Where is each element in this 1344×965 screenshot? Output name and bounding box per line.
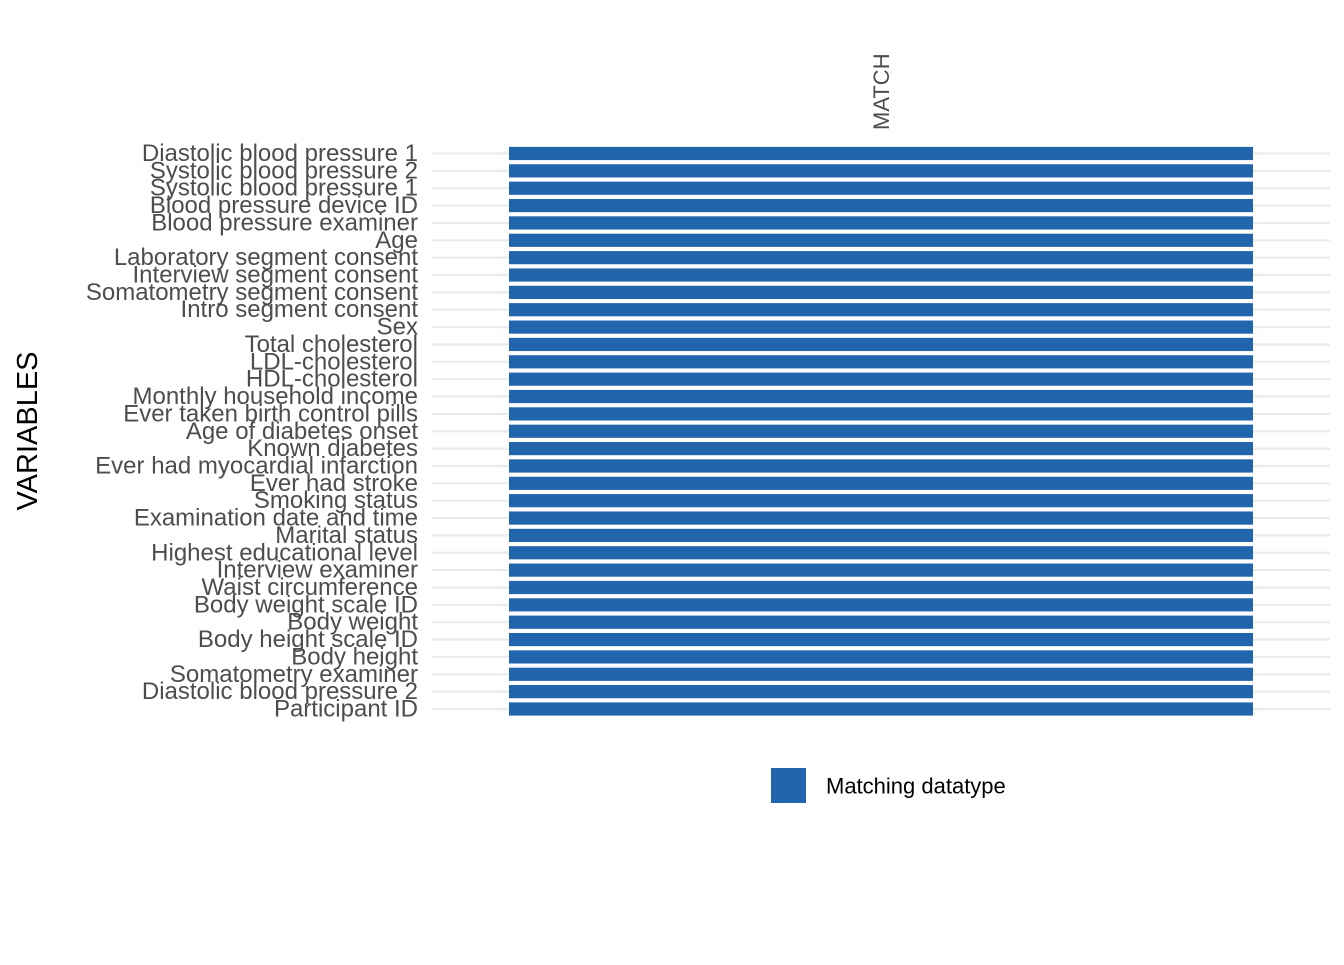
heatmap-tile	[509, 650, 1253, 664]
y-tick-label: Monthly household income	[132, 383, 418, 410]
y-tick-label: Blood pressure examiner	[151, 209, 418, 236]
heatmap-tile	[509, 528, 1253, 543]
y-tick-label: Highest educational level	[151, 539, 418, 566]
y-tick-label: Smoking status	[254, 487, 418, 514]
y-tick-label: Body weight	[287, 609, 418, 636]
heatmap-tile	[509, 303, 1253, 317]
y-tick-label: Examination date and time	[134, 505, 418, 532]
y-tick-label: Diastolic blood pressure 1	[142, 140, 418, 167]
legend-label: Matching datatype	[826, 774, 1006, 799]
heatmap-tile	[509, 285, 1253, 299]
heatmap-tile	[509, 459, 1253, 473]
y-tick-label: Somatometry examiner	[170, 661, 418, 688]
y-tick-label: Blood pressure device ID	[150, 192, 418, 219]
y-tick-label: Ever taken birth control pills	[123, 400, 418, 427]
legend-key	[771, 768, 806, 803]
heatmap-tile	[509, 337, 1253, 352]
heatmap-tile	[509, 424, 1253, 438]
y-tick-label: Diastolic blood pressure 2	[142, 678, 418, 705]
heatmap-tile	[509, 181, 1253, 195]
y-tick-label: Body weight scale ID	[194, 591, 418, 618]
heatmap-tile	[509, 146, 1253, 161]
y-tick-label: Somatometry segment consent	[86, 279, 418, 306]
legend: Matching datatype	[771, 768, 1006, 803]
heatmap-tile	[509, 355, 1253, 369]
tiles	[509, 146, 1253, 716]
y-tick-label: LDL-cholesterol	[250, 348, 418, 375]
heatmap-tile	[509, 546, 1253, 560]
heatmap-tile	[509, 372, 1253, 386]
heatmap-tile	[509, 685, 1253, 699]
heatmap-tile	[509, 198, 1253, 213]
y-tick-label: Age	[375, 227, 418, 254]
y-tick-label: Body height	[291, 643, 418, 670]
heatmap-tile	[509, 320, 1253, 334]
heatmap-tile	[509, 563, 1253, 577]
y-tick-label: Laboratory segment consent	[114, 244, 419, 271]
y-tick-label: HDL-cholesterol	[246, 366, 418, 393]
y-tick-label: Systolic blood pressure 1	[150, 175, 418, 202]
heatmap-tile	[509, 511, 1253, 525]
heatmap-tile	[509, 389, 1253, 404]
heatmap-tile	[509, 476, 1253, 490]
y-tick-label: Waist circumference	[202, 574, 419, 601]
heatmap-tile	[509, 598, 1253, 612]
heatmap-tile	[509, 494, 1253, 508]
y-axis-title: VARIABLES	[12, 351, 44, 510]
y-tick-label: Known diabetes	[247, 435, 418, 462]
heatmap-tile	[509, 216, 1253, 230]
y-tick-label: Interview examiner	[217, 557, 418, 584]
heatmap-tile	[509, 268, 1253, 282]
heatmap-tile	[509, 251, 1253, 265]
column-label: MATCH	[869, 53, 894, 130]
heatmap-tile	[509, 442, 1253, 456]
y-tick-label: Ever had stroke	[250, 470, 418, 497]
y-tick-label: Participant ID	[274, 696, 418, 723]
y-tick-label: Intro segment consent	[181, 296, 419, 323]
heatmap-tile	[509, 233, 1253, 247]
column-labels: MATCH	[869, 53, 894, 130]
heatmap-tile	[509, 580, 1253, 595]
heatmap-tile	[509, 667, 1253, 681]
heatmap-tile	[509, 164, 1253, 178]
y-tick-label: Sex	[377, 314, 418, 341]
y-tick-label: Interview segment consent	[133, 262, 419, 289]
y-tick-label: Age of diabetes onset	[186, 418, 419, 445]
heatmap-tile	[509, 407, 1253, 421]
y-tick-label: Body height scale ID	[198, 626, 418, 653]
y-tick-label: Marital status	[275, 522, 418, 549]
y-tick-label: Total cholesterol	[245, 331, 418, 358]
heatmap-tile	[509, 615, 1253, 629]
heatmap-tile	[509, 702, 1253, 716]
y-tick-label: Systolic blood pressure 2	[150, 157, 418, 184]
y-tick-label: Ever had myocardial infarction	[95, 452, 418, 479]
heatmap-tile	[509, 632, 1253, 647]
